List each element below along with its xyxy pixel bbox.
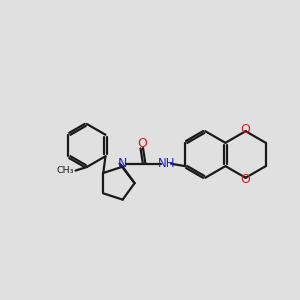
Text: N: N (118, 157, 127, 170)
Text: O: O (241, 123, 250, 136)
Text: NH: NH (158, 157, 175, 170)
Text: O: O (241, 173, 250, 186)
Text: CH₃: CH₃ (56, 166, 74, 175)
Text: O: O (137, 136, 147, 150)
